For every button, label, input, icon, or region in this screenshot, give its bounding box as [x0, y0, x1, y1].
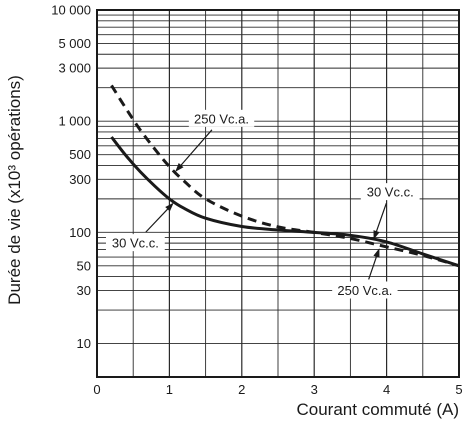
x-tick-label: 1 — [166, 382, 173, 397]
y-tick-label: 10 000 — [51, 3, 91, 18]
y-tick-label: 500 — [69, 147, 91, 162]
annotation-leader — [177, 130, 212, 170]
y-axis-title: Durée de vie (x10³ opérations) — [5, 75, 24, 305]
y-tick-label: 3 000 — [58, 61, 91, 76]
annotation-label: 250 Vc.a. — [337, 283, 392, 298]
x-tick-label: 3 — [311, 382, 318, 397]
annotation-label: 30 Vc.c. — [112, 236, 159, 251]
annotation-label: 250 Vc.a. — [194, 111, 249, 126]
y-tick-label: 300 — [69, 172, 91, 187]
y-tick-label: 100 — [69, 225, 91, 240]
x-tick-label: 5 — [455, 382, 462, 397]
x-axis-title: Courant commuté (A) — [297, 400, 460, 419]
x-tick-label: 0 — [93, 382, 100, 397]
x-tick-label: 4 — [383, 382, 390, 397]
y-tick-label: 50 — [77, 258, 91, 273]
x-tick-label: 2 — [238, 382, 245, 397]
y-tick-label: 30 — [77, 283, 91, 298]
y-tick-label: 1 000 — [58, 114, 91, 129]
y-tick-label: 5 000 — [58, 36, 91, 51]
annotation-label: 30 Vc.c. — [367, 185, 414, 200]
y-tick-label: 10 — [77, 336, 91, 351]
